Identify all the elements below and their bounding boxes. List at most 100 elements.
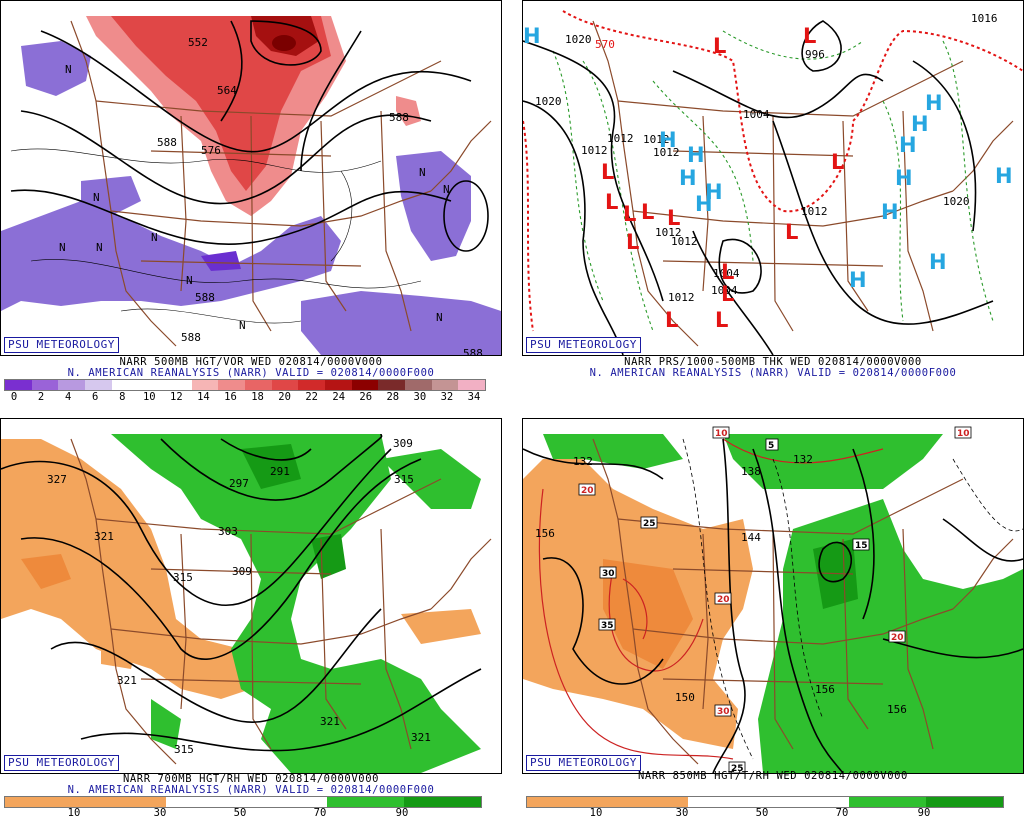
header-line-1: NARR 700MB HGT/RH WED 020814/0000V000 [122,773,380,785]
colorbar-tick-label: 22 [305,391,318,403]
colorbar-tick-label: 50 [233,807,247,819]
contour-label: 309 [393,437,413,450]
dry-rh-east [401,609,481,644]
isobar-label: 1020 [565,33,592,46]
moist-rh-core [311,534,346,579]
isobar-label: 1012 [607,132,634,145]
map-boundaries [70,20,492,347]
thickness-contours [552,30,994,332]
contour-label: 588 [195,291,215,304]
height-contour-labels: 552 564 576 588 588 588 588 588 [157,36,483,355]
contour-label: 309 [232,565,252,578]
high-symbol: H [695,192,713,216]
temperature-contours [538,438,884,760]
header-line-2: N. AMERICAN REANALYSIS (NARR) VALID = 02… [67,784,435,796]
colorbar-swatch [5,380,32,390]
colorbar-swatch [218,380,246,390]
low-symbol: L [721,260,734,284]
thickness-570-line [523,10,1023,332]
map-700mb-svg: 327 321 315 309 303 297 291 309 315 321 … [1,433,492,773]
isobar-label: 1020 [943,195,970,208]
n-label: N [93,191,100,204]
contour-label: 321 [320,715,340,728]
colorbar-tick-label: 18 [251,391,264,403]
negative-vorticity-nw [21,41,91,96]
vorticity-maximum [272,35,296,51]
negative-vorticity-min [201,251,241,271]
high-symbol: H [899,133,917,157]
colorbar-tick-label: 6 [92,391,99,403]
high-symbol: H [679,166,697,190]
negative-vorticity-south [301,291,501,355]
map-850mb: 132 156 144 138 132 150 156 156 10 5 10 … [522,418,1024,774]
contour-label: 588 [181,331,201,344]
moist-rh-northeast [381,449,481,509]
high-symbol: H [925,91,943,115]
isobar-label: 1012 [671,235,698,248]
colorbar-tick-label: 70 [835,807,849,819]
contour-label: 552 [188,36,208,49]
psu-logo: PSU METEOROLOGY [526,337,641,353]
high-symbol: H [995,164,1013,188]
colorbar-swatch [351,380,379,390]
map-surface: 1020 1020 1012 1012 1012 1012 1012 1012 … [522,0,1024,356]
contour-label: 303 [218,525,238,538]
contour-label: 144 [741,531,761,544]
low-symbol: L [713,34,726,58]
height-contour-labels: 327 321 315 309 303 297 291 309 315 321 … [47,437,431,756]
header-line-1: NARR 850MB HGT/T/RH WED 020814/0000V000 [638,770,908,782]
temp-label: 5 [768,441,774,451]
n-label: N [436,311,443,324]
colorbar-tick-label: 32 [440,391,454,403]
isobars [523,20,994,355]
colorbar-vorticity [4,379,486,391]
temperature-box-labels: 10 5 10 20 25 30 20 35 30 15 20 25 [578,426,972,773]
colorbar-tick-label: 0 [10,391,18,403]
temperature-dashed-contours [682,438,1023,760]
temp-label: 30 [602,569,615,579]
temp-label: 10 [957,429,970,439]
colorbar-swatch [85,380,112,390]
panel-700mb-rh: 327 321 315 309 303 297 291 309 315 321 … [0,418,502,820]
colorbar-swatch [138,380,166,390]
map-boundaries [592,20,1014,347]
contour-label: 321 [117,674,137,687]
colorbar-swatch [405,380,432,390]
psu-logo: PSU METEOROLOGY [4,337,119,353]
colorbar-tick-label: 90 [917,807,931,819]
low-symbol: L [623,202,636,226]
header-line-2: N. AMERICAN REANALYSIS (NARR) VALID = 02… [589,367,957,379]
height-contours [10,20,489,252]
n-label: N [151,231,158,244]
panel-500mb-vorticity: 552 564 576 588 588 588 588 588 N N N N … [0,0,502,403]
contour-label: 588 [463,347,483,355]
low-symbol: L [667,206,680,230]
low-symbol: L [785,220,798,244]
header-line-1: NARR 500MB HGT/VOR WED 020814/0000V000 [119,356,383,368]
high-symbol: H [911,112,929,136]
moist-rh-northeast [723,434,943,489]
contour-label: 132 [573,455,593,468]
dry-rh-core [21,554,71,589]
high-symbol: H [929,250,947,274]
n-label: N [443,183,450,196]
psu-logo: PSU METEOROLOGY [526,755,641,771]
colorbar-rh [4,796,482,808]
colorbar-tick-label: 10 [589,807,603,819]
n-label: N [65,63,72,76]
contour-label: 291 [270,465,290,478]
map-850mb-svg: 132 156 144 138 132 150 156 156 10 5 10 … [523,426,1023,773]
low-symbol: L [605,190,618,214]
thickness-label: 570 [595,38,615,51]
moist-rh-southwest [151,699,181,749]
positive-vorticity-core [111,16,331,191]
temp-label: 20 [891,633,904,643]
colorbar-swatch [378,380,406,390]
temp-label: 20 [581,486,594,496]
isobar-labels: 1020 1020 1012 1012 1012 1012 1012 1012 … [535,12,998,304]
colorbar-tick-label: 8 [119,391,126,403]
colorbar-tick-label: 26 [359,391,373,403]
height-contours [1,433,482,752]
low-symbol: L [721,282,734,306]
low-symbol: L [803,24,816,48]
